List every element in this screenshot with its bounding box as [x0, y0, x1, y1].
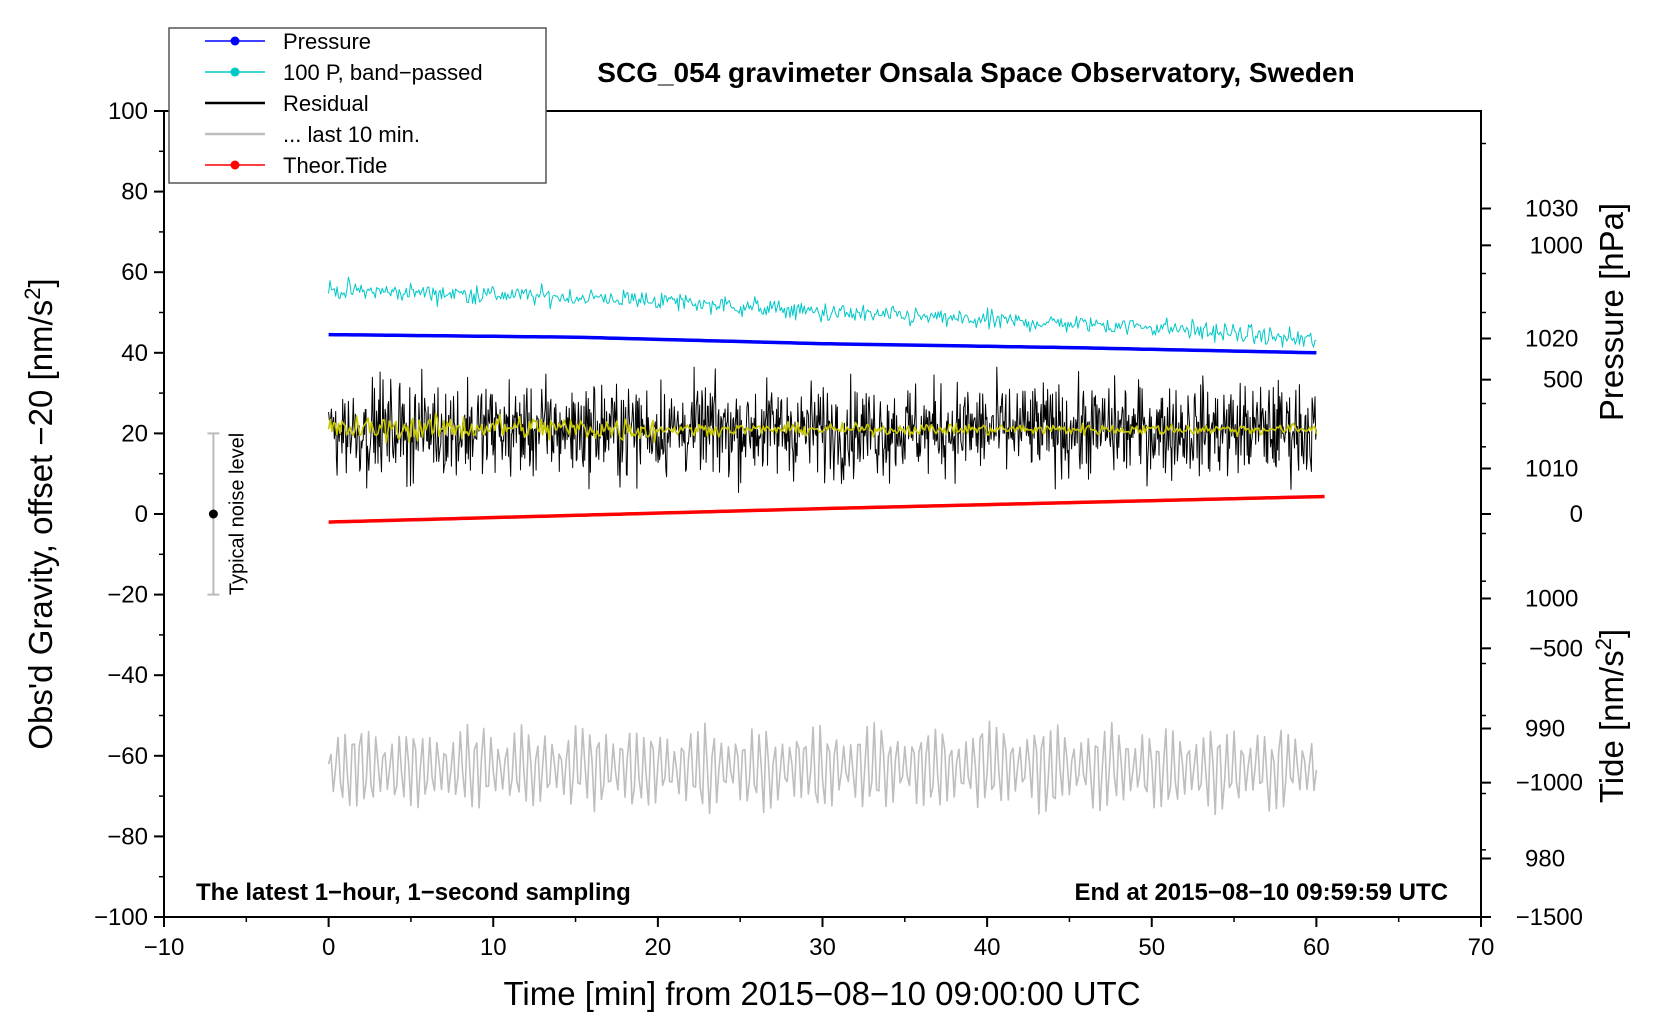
- y-axis-title-left-main: Obs'd Gravity, offset −20 [nm/s: [22, 300, 59, 750]
- x-tick-label: 20: [645, 934, 672, 961]
- y-axis-title-tide-sup: 2: [1591, 638, 1616, 650]
- legend-label-pressure: Pressure: [283, 29, 371, 54]
- y-pressure-tick-label: 990: [1525, 716, 1565, 743]
- x-tick-label: 0: [322, 934, 335, 961]
- series-residual-smoothed: [327, 412, 1318, 444]
- legend-label-last-10-min: ... last 10 min.: [283, 122, 420, 147]
- y-axis-title-left-end: ]: [22, 278, 59, 287]
- y-left-tick-label: 100: [108, 98, 148, 125]
- y-axis-title-tide: Tide [nm/s2]: [1591, 629, 1630, 803]
- annotation-bottom-left: The latest 1−hour, 1−second sampling: [196, 879, 631, 906]
- y-tide-tick-label: −1000: [1516, 770, 1583, 797]
- legend-marker-theor-tide: [230, 160, 240, 170]
- y-pressure-tick-label: 1020: [1525, 326, 1578, 353]
- series-theor-tide: [328, 494, 1325, 524]
- x-tick-label: 50: [1138, 934, 1165, 961]
- noise-label: Typical noise level: [226, 433, 248, 595]
- x-tick-label: 70: [1468, 934, 1495, 961]
- legend-box: [168, 27, 547, 184]
- series-pressure: [328, 332, 1317, 355]
- y-tide-tick-label: 0: [1570, 501, 1583, 528]
- noise-dot: [208, 509, 218, 519]
- y-left-tick-label: 60: [121, 259, 148, 286]
- series-residual: [328, 366, 1317, 493]
- legend-label-theor-tide: Theor.Tide: [283, 153, 387, 178]
- y-left-tick-label: −40: [107, 662, 148, 689]
- y-pressure-tick-label: 1010: [1525, 456, 1578, 483]
- labels-group: −10 0 10 20 30 40 50 60 70100806040200−20−40−60−…: [94, 98, 1583, 961]
- y-tide-tick-label: −500: [1529, 635, 1583, 662]
- legend-marker-pressure: [230, 36, 240, 46]
- x-tick-label: −10: [144, 934, 185, 961]
- y-left-tick-label: 0: [135, 501, 148, 528]
- series-group: [327, 276, 1325, 816]
- x-axis-title: Time [min] from 2015−08−10 09:00:00 UTC: [503, 975, 1140, 1012]
- y-pressure-tick-label: 1000: [1525, 586, 1578, 613]
- y-left-tick-label: 80: [121, 179, 148, 206]
- y-axis-title-tide-end: ]: [1593, 629, 1630, 638]
- x-tick-label: 30: [809, 934, 836, 961]
- noise-indicator: Typical noise level: [207, 432, 248, 596]
- series-100-p-band-passed: [328, 276, 1317, 348]
- annotation-bottom-right: End at 2015−08−10 09:59:59 UTC: [1074, 879, 1448, 906]
- y-axis-title-left: Obs'd Gravity, offset −20 [nm/s2]: [20, 278, 59, 749]
- legend-label-100-p-band-passed: 100 P, band−passed: [283, 60, 483, 85]
- y-pressure-tick-label: 980: [1525, 846, 1565, 873]
- ticks-group: [154, 110, 1491, 927]
- y-tide-tick-label: −1500: [1516, 904, 1583, 931]
- legend: Pressure 100 P, band−passed Residual ... la…: [168, 27, 547, 184]
- x-tick-label: 40: [974, 934, 1001, 961]
- legend-marker-100-p-band-passed: [230, 67, 240, 77]
- y-left-tick-label: −60: [107, 743, 148, 770]
- chart-title: SCG_054 gravimeter Onsala Space Observat…: [597, 57, 1354, 88]
- y-left-tick-label: −100: [94, 904, 148, 931]
- y-axis-title-pressure: Pressure [hPa]: [1593, 203, 1630, 421]
- y-left-tick-label: 20: [121, 420, 148, 447]
- x-tick-label: 60: [1303, 934, 1330, 961]
- x-tick-label: 10: [480, 934, 507, 961]
- y-axis-title-tide-main: Tide [nm/s: [1593, 650, 1630, 803]
- y-tide-tick-label: 1000: [1530, 232, 1583, 259]
- y-left-tick-label: −20: [107, 582, 148, 609]
- y-left-tick-label: 40: [121, 340, 148, 367]
- y-axis-title-left-sup: 2: [20, 288, 45, 300]
- series-last-10-min: [327, 720, 1318, 816]
- y-pressure-tick-label: 1030: [1525, 196, 1578, 223]
- legend-label-residual: Residual: [283, 91, 369, 116]
- y-left-tick-label: −80: [107, 823, 148, 850]
- y-tide-tick-label: 500: [1543, 367, 1583, 394]
